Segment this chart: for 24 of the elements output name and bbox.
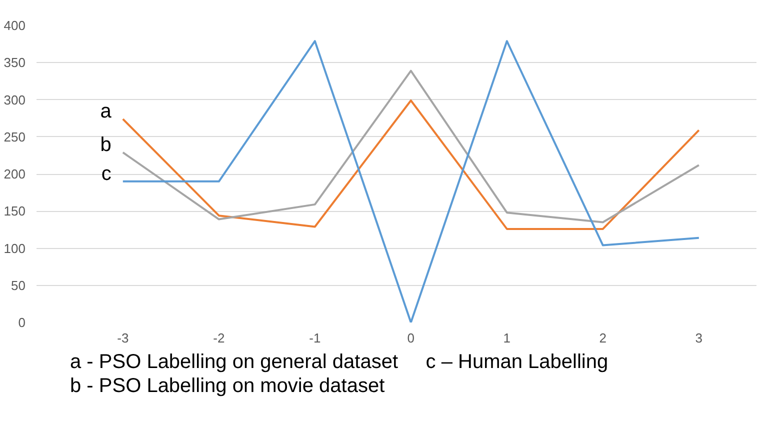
x-tick-label: 3: [695, 330, 703, 346]
y-tick-label: 300: [4, 92, 26, 108]
line-series: [122, 40, 700, 322]
x-tick-label: 2: [599, 330, 607, 346]
y-tick-label: 150: [4, 204, 26, 219]
y-tick-label: 50: [11, 278, 26, 293]
x-tick-label: -1: [309, 330, 321, 346]
series-label: a: [100, 100, 112, 123]
x-tick-label: 1: [503, 330, 511, 346]
y-tick-label: 100: [4, 240, 26, 256]
y-tick-label: 400: [4, 18, 26, 33]
text: a - PSO Labelling on general dataset c – Human Labelling: [70, 351, 608, 373]
y-tick-label: 200: [4, 166, 26, 182]
y-tick-label: 0: [18, 315, 26, 330]
y-tick-label: 350: [4, 55, 26, 70]
line-series: [122, 99, 700, 230]
text: b - PSO Labelling on movie dataset: [70, 375, 385, 397]
x-tick-label: 0: [407, 330, 415, 346]
y-tick-label: 250: [4, 129, 26, 144]
series-label: b: [100, 134, 112, 156]
series-label: c: [101, 163, 112, 185]
line-series: [122, 70, 700, 224]
x-tick-label: -3: [117, 330, 129, 346]
x-tick-label: -2: [213, 330, 225, 346]
